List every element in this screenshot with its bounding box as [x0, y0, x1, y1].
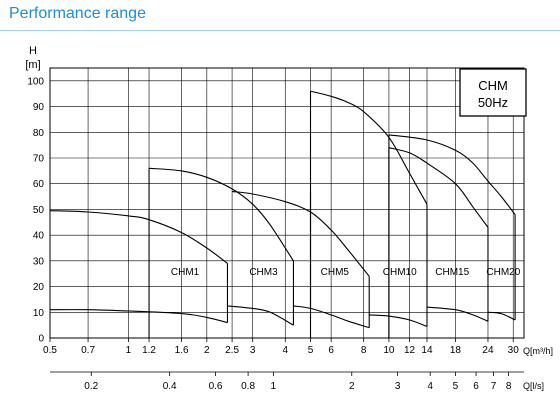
curve-layer — [49, 90, 516, 338]
ls-tick-label: 0.4 — [163, 381, 177, 392]
y-tick-label: 90 — [33, 102, 45, 113]
x-tick-label: 8 — [361, 345, 367, 356]
x-tick-label: 0.5 — [43, 345, 57, 356]
plot-frame — [49, 67, 525, 339]
chm15-label: CHM15 — [435, 267, 469, 278]
x-tick-label: 2.5 — [225, 345, 239, 356]
x-tick-label: 0.7 — [81, 345, 95, 356]
chm20-lower-curve — [487, 311, 516, 321]
legend-series-label: CHM — [478, 78, 508, 93]
legend-frequency-label: 50Hz — [478, 95, 508, 110]
chm15-upper-curve — [388, 147, 489, 228]
chm15-lower-curve — [426, 306, 489, 322]
x-tick-label: 1 — [126, 345, 132, 356]
region-chm1 — [49, 210, 229, 324]
chm1-lower-curve — [49, 309, 228, 324]
y-tick-label: 20 — [33, 282, 45, 293]
y-tick-label: 0 — [38, 334, 44, 345]
x-tick-label: 5 — [308, 345, 314, 356]
ls-tick-label: 0.8 — [241, 381, 255, 392]
legend-box — [459, 68, 527, 117]
x-tick-label: 24 — [482, 345, 494, 356]
ls-tick-label: 8 — [506, 381, 512, 392]
x-axis-label-m3h: Q[m³/h] — [523, 346, 553, 356]
chm1-upper-curve — [49, 210, 228, 264]
y-tick-label: 70 — [33, 154, 45, 165]
ls-tick-label: 3 — [395, 381, 401, 392]
region-chm3 — [148, 167, 294, 338]
chm10-upper-curve — [310, 90, 428, 205]
y-tick-label: 100 — [27, 76, 44, 87]
x-tick-label: 3 — [250, 345, 256, 356]
chm3-lower-curve — [227, 305, 294, 326]
chm1-label: CHM1 — [171, 267, 200, 278]
ls-tick-label: 2 — [349, 381, 355, 392]
x-tick-label: 2 — [204, 345, 210, 356]
page-title: Performance range — [9, 5, 146, 22]
chm5-lower-curve — [293, 305, 370, 329]
y-tick-label: 10 — [33, 308, 45, 319]
region-chm10 — [309, 90, 428, 338]
region-chm15 — [388, 147, 489, 338]
x-tick-label: 10 — [383, 345, 395, 356]
grid-layer — [49, 67, 525, 339]
ls-tick-label: 1 — [271, 381, 277, 392]
x-tick-label: 14 — [421, 345, 433, 356]
x-tick-label: 12 — [404, 345, 416, 356]
x-tick-label: 4 — [282, 345, 288, 356]
ls-tick-label: 7 — [491, 381, 497, 392]
chm10-label: CHM10 — [383, 267, 417, 278]
chm5-label: CHM5 — [321, 267, 350, 278]
y-axis-label-unit: [m] — [25, 59, 40, 71]
ls-tick-label: 0.6 — [209, 381, 223, 392]
chm20-label: CHM20 — [486, 267, 520, 278]
x-tick-label: 18 — [450, 345, 462, 356]
chm20-upper-curve — [388, 134, 516, 215]
y-tick-label: 50 — [33, 205, 45, 216]
y-tick-label: 80 — [33, 128, 45, 139]
x-axis-label-ls: Q[l/s] — [523, 381, 544, 391]
chm3-upper-curve — [148, 167, 294, 262]
y-tick-label: 40 — [33, 231, 45, 242]
ls-tick-label: 4 — [427, 381, 433, 392]
y-axis-label-h: H — [29, 45, 37, 57]
chm3-label: CHM3 — [249, 267, 278, 278]
y-tick-label: 30 — [33, 256, 45, 267]
chm10-lower-curve — [369, 314, 428, 327]
axis-layer: 0 10 20 30 40 50 60 70 80 90 100 0.5 0.7 1 1.2 1.6 2 2.5 3… — [27, 76, 524, 392]
ls-tick-label: 6 — [473, 381, 479, 392]
label-layer: CHM1 CHM3 CHM5 CHM10 CHM15 CHM20 — [171, 267, 521, 278]
x-tick-label: 6 — [328, 345, 334, 356]
title-divider — [0, 30, 560, 31]
x-tick-label: 30 — [508, 345, 520, 356]
ls-tick-label: 0.2 — [84, 381, 98, 392]
x-tick-label: 1.6 — [175, 345, 189, 356]
y-tick-label: 60 — [33, 179, 45, 190]
region-chm20 — [388, 134, 516, 338]
x-tick-label: 1.2 — [142, 345, 156, 356]
ls-tick-label: 5 — [453, 381, 459, 392]
